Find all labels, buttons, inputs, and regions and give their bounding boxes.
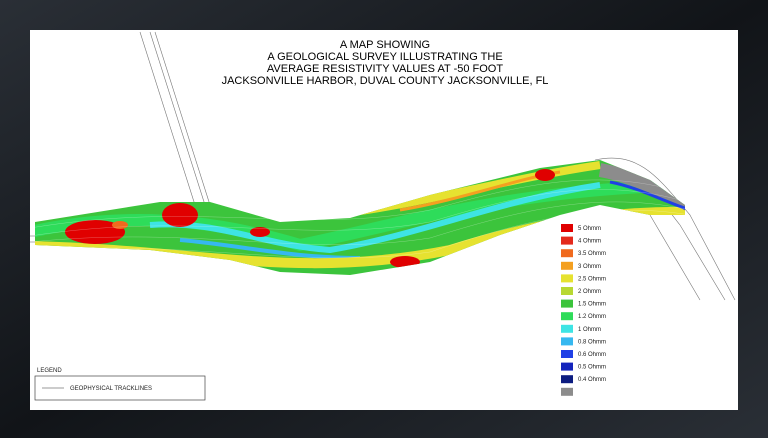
legend-swatch (561, 375, 573, 384)
title-line: A MAP SHOWING (340, 39, 430, 51)
legend-label: 1 Ohmm (578, 327, 601, 333)
legend-label: 5 Ohmm (578, 226, 601, 232)
legend-label: 0.4 Ohmm (578, 377, 606, 383)
legend-swatch (561, 350, 573, 358)
legend-swatch (561, 299, 573, 308)
legend-label: 2.5 Ohmm (578, 276, 606, 282)
legend-label: 4 Ohmm (578, 239, 601, 245)
title-line: A GEOLOGICAL SURVEY ILLUSTRATING THE (267, 51, 502, 63)
legend-label: 0.6 Ohmm (578, 352, 606, 358)
legend-swatch (561, 249, 573, 258)
legend-label: 3 Ohmm (578, 264, 601, 270)
legend-swatch (561, 224, 573, 232)
legend-label: 2 Ohmm (578, 289, 601, 295)
legend-label: 0.5 Ohmm (578, 365, 606, 371)
legend-swatch (561, 261, 573, 270)
legend-swatch (561, 312, 573, 321)
title: A MAP SHOWING A GEOLOGICAL SURVEY ILLUST… (222, 39, 549, 87)
title-line: JACKSONVILLE HARBOR, DUVAL COUNTY JACKSO… (222, 75, 549, 87)
legend-label: 1.2 Ohmm (578, 314, 606, 320)
legend: LEGEND GEOPHYSICAL TRACKLINES (34, 368, 206, 401)
legend-swatch (561, 324, 573, 333)
legend-swatch (561, 287, 573, 295)
legend-swatch (561, 337, 573, 346)
legend-label: 0.8 Ohmm (578, 339, 606, 345)
legend-swatch (561, 387, 573, 396)
legend-title: LEGEND (37, 368, 62, 374)
legend-swatch (561, 274, 573, 283)
legend-swatch (561, 362, 573, 371)
title-line: AVERAGE RESISTIVITY VALUES AT -50 FOOT (267, 63, 503, 75)
legend-item: GEOPHYSICAL TRACKLINES (70, 386, 152, 392)
legend-box (34, 375, 206, 401)
legend-swatch (561, 236, 573, 245)
legend-label: 3.5 Ohmm (578, 251, 606, 257)
resistivity-legend: 5 Ohmm 4 Ohmm 3.5 Ohmm 3 Ohmm 2.5 Ohmm 2 Ohmm… (561, 224, 606, 396)
legend-label: 1.5 Ohmm (578, 302, 606, 308)
